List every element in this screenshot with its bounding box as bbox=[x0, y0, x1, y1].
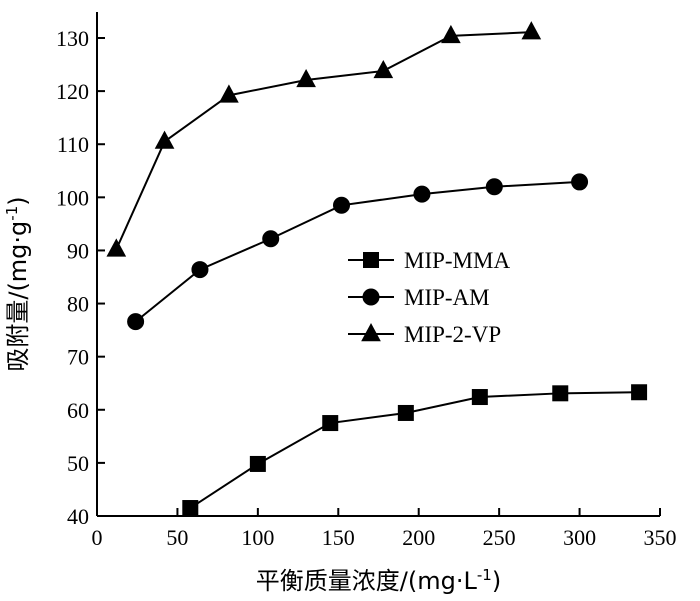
data-point-mip-2-vp bbox=[296, 68, 316, 88]
legend: MIP-MMA MIP-AM MIP-2-VP bbox=[348, 248, 510, 347]
x-ticks: 0 50 100 150 200 250 300 350 bbox=[92, 508, 677, 550]
x-tick-label: 50 bbox=[166, 525, 188, 550]
legend-marker-mip-mma bbox=[363, 252, 379, 268]
data-point-mip-mma bbox=[471, 389, 488, 406]
y-ticks: 40 50 60 70 80 90 100 110 120 130 bbox=[56, 26, 105, 529]
legend-item-mip-2-vp: MIP-2-VP bbox=[348, 322, 501, 347]
y-tick-label: 110 bbox=[57, 132, 89, 157]
legend-label: MIP-AM bbox=[404, 285, 490, 310]
data-point-mip-mma bbox=[631, 384, 648, 401]
data-point-mip-2-vp bbox=[154, 130, 175, 149]
data-point-mip-mma bbox=[322, 415, 339, 432]
series-line-mip-am bbox=[134, 180, 580, 323]
y-tick-label: 70 bbox=[67, 345, 89, 370]
series-mip-2-vp bbox=[106, 21, 542, 257]
legend-label: MIP-MMA bbox=[404, 248, 510, 273]
y-tick-label: 120 bbox=[56, 79, 89, 104]
x-tick-label: 150 bbox=[322, 525, 355, 550]
data-point-mip-am bbox=[485, 178, 503, 196]
legend-label: MIP-2-VP bbox=[404, 322, 501, 347]
series-layer bbox=[106, 21, 648, 517]
y-tick-label: 50 bbox=[67, 451, 89, 476]
y-tick-label: 100 bbox=[56, 185, 89, 210]
legend-marker-mip-2-vp bbox=[361, 323, 381, 342]
legend-item-mip-am: MIP-AM bbox=[348, 285, 490, 310]
data-point-mip-2-vp bbox=[373, 59, 394, 79]
data-point-mip-am bbox=[127, 313, 145, 331]
data-point-mip-mma bbox=[182, 500, 199, 517]
x-tick-label: 100 bbox=[241, 525, 274, 550]
data-point-mip-2-vp bbox=[106, 238, 127, 257]
series-mip-mma bbox=[182, 384, 648, 517]
legend-item-mip-mma: MIP-MMA bbox=[348, 248, 510, 273]
data-point-mip-2-vp bbox=[441, 24, 461, 44]
data-point-mip-2-vp bbox=[219, 84, 239, 103]
x-axis-title: 平衡质量浓度/(mg·L-1) bbox=[256, 566, 501, 595]
series-line-mip-2-vp bbox=[115, 31, 532, 250]
data-point-mip-am bbox=[571, 173, 589, 191]
y-tick-label: 60 bbox=[67, 398, 89, 423]
y-tick-label: 40 bbox=[67, 504, 89, 529]
data-point-mip-mma bbox=[552, 385, 569, 402]
y-tick-label: 90 bbox=[67, 238, 89, 263]
y-axis-title: 吸附量/(mg·g-1) bbox=[3, 196, 32, 371]
series-mip-am bbox=[127, 173, 589, 331]
data-point-mip-mma bbox=[397, 404, 414, 421]
data-point-mip-am bbox=[191, 261, 209, 279]
data-point-mip-am bbox=[413, 185, 431, 203]
x-tick-label: 0 bbox=[92, 525, 103, 550]
data-point-mip-am bbox=[262, 230, 280, 248]
data-point-mip-mma bbox=[249, 455, 266, 472]
x-tick-label: 250 bbox=[483, 525, 516, 550]
x-tick-label: 300 bbox=[563, 525, 596, 550]
data-point-mip-am bbox=[333, 196, 351, 214]
legend-marker-mip-am bbox=[362, 288, 380, 306]
series-line-mip-mma bbox=[189, 391, 640, 509]
data-point-mip-2-vp bbox=[521, 21, 542, 40]
x-tick-label: 200 bbox=[402, 525, 435, 550]
y-tick-label: 80 bbox=[67, 292, 89, 317]
x-tick-label: 350 bbox=[644, 525, 677, 550]
y-tick-label: 130 bbox=[56, 26, 89, 51]
